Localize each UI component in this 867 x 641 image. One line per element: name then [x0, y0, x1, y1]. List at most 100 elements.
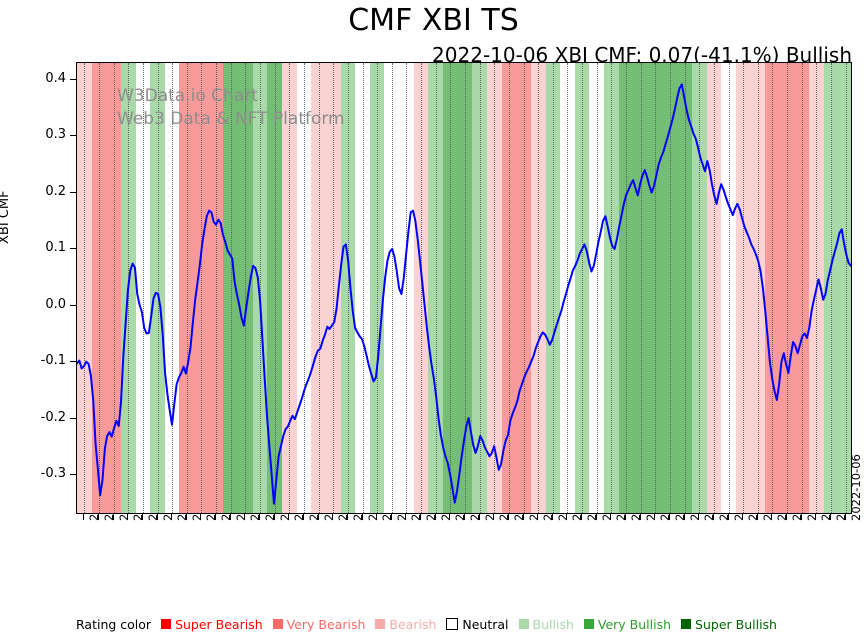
x-tick-mark [683, 514, 685, 520]
legend-label: Neutral [462, 616, 509, 632]
grid-line [318, 63, 320, 513]
grid-line [552, 63, 554, 513]
x-tick-mark [112, 514, 114, 520]
legend-label: Super Bearish [175, 616, 263, 632]
x-tick-mark [361, 514, 363, 520]
series-polyline [77, 83, 851, 505]
grid-line [538, 63, 540, 513]
x-tick-mark [127, 514, 129, 520]
grid-line [201, 63, 203, 513]
legend-label: Bearish [389, 616, 437, 632]
legend-label: Super Bullish [695, 616, 777, 632]
grid-line [772, 63, 774, 513]
x-tick-mark [668, 514, 670, 520]
y-tick-label: 0.3 [45, 127, 66, 143]
grid-line [523, 63, 525, 513]
grid-line [216, 63, 218, 513]
x-tick-mark [756, 514, 758, 520]
grid-line [611, 63, 613, 513]
grid-line [98, 63, 100, 513]
y-tick-label: 0.2 [45, 183, 66, 199]
x-tick-mark [317, 514, 319, 520]
x-tick-mark [244, 514, 246, 520]
x-tick-mark [581, 514, 583, 520]
grid-line [801, 63, 803, 513]
grid-line [347, 63, 349, 513]
grid-line [757, 63, 759, 513]
plot-area: W3Data.io Chart Web3 Data & NFT Platform [76, 62, 852, 514]
y-tick-label: 0.0 [45, 296, 66, 312]
grid-line [303, 63, 305, 513]
x-tick-mark [654, 514, 656, 520]
grid-line [421, 63, 423, 513]
y-tick-label: -0.3 [40, 466, 66, 482]
legend-swatch [446, 618, 459, 630]
legend: Rating color Super Bearish Very Bearish Be… [76, 615, 787, 633]
legend-item[interactable]: Neutral [446, 616, 509, 632]
legend-item[interactable]: Bearish [375, 617, 436, 632]
legend-item[interactable]: Very Bearish [272, 617, 365, 632]
x-tick-mark [346, 514, 348, 520]
grid-line [84, 63, 86, 513]
x-tick-mark [405, 514, 407, 520]
x-tick-mark [171, 514, 173, 520]
x-tick-mark [83, 514, 85, 520]
x-tick-mark [478, 514, 480, 520]
legend-swatch [583, 619, 594, 629]
x-tick-mark [156, 514, 158, 520]
grid-line [743, 63, 745, 513]
grid-line [391, 63, 393, 513]
x-tick-mark [185, 514, 187, 520]
grid-line [713, 63, 715, 513]
grid-line [508, 63, 510, 513]
legend-swatch [518, 619, 529, 629]
x-tick-mark [507, 514, 509, 520]
x-tick-mark [420, 514, 422, 520]
x-tick-mark [551, 514, 553, 520]
x-tick-mark [449, 514, 451, 520]
legend-item[interactable]: Bullish [518, 616, 574, 632]
y-tick-mark [70, 78, 76, 80]
grid-line [435, 63, 437, 513]
x-tick-mark [288, 514, 290, 520]
x-tick-mark [771, 514, 773, 520]
x-tick-mark [493, 514, 495, 520]
legend-item[interactable]: Super Bearish [161, 617, 263, 632]
legend-title: Rating color [76, 616, 152, 632]
grid-line [582, 63, 584, 513]
grid-line [157, 63, 159, 513]
y-tick-mark [70, 417, 76, 419]
legend-swatch [375, 619, 386, 629]
legend-item[interactable]: Super Bullish [681, 617, 777, 632]
x-tick-mark [434, 514, 436, 520]
grid-line [787, 63, 789, 513]
legend-label: Bullish [532, 616, 574, 632]
y-tick-label: -0.2 [40, 409, 66, 425]
grid-line [450, 63, 452, 513]
grid-line [113, 63, 115, 513]
grid-line [479, 63, 481, 513]
data-series-line [77, 83, 851, 505]
chart-title: CMF XBI TS [348, 3, 519, 38]
grid-line [655, 63, 657, 513]
x-tick-mark [639, 514, 641, 520]
rating-band [838, 63, 851, 513]
grid-line [626, 63, 628, 513]
x-tick-mark [200, 514, 202, 520]
grid-line [362, 63, 364, 513]
grid-line [494, 63, 496, 513]
x-tick-mark [390, 514, 392, 520]
x-tick-mark [273, 514, 275, 520]
x-tick-mark [259, 514, 261, 520]
y-tick-mark [70, 135, 76, 137]
x-tick-mark [522, 514, 524, 520]
x-tick-mark [742, 514, 744, 520]
grid-line [406, 63, 408, 513]
x-tick-mark [830, 514, 832, 520]
legend-item[interactable]: Very Bullish [583, 617, 671, 632]
grid-line [377, 63, 379, 513]
x-tick-mark [332, 514, 334, 520]
x-tick-mark [566, 514, 568, 520]
legend-swatch [681, 619, 692, 629]
legend-swatch [161, 619, 172, 629]
